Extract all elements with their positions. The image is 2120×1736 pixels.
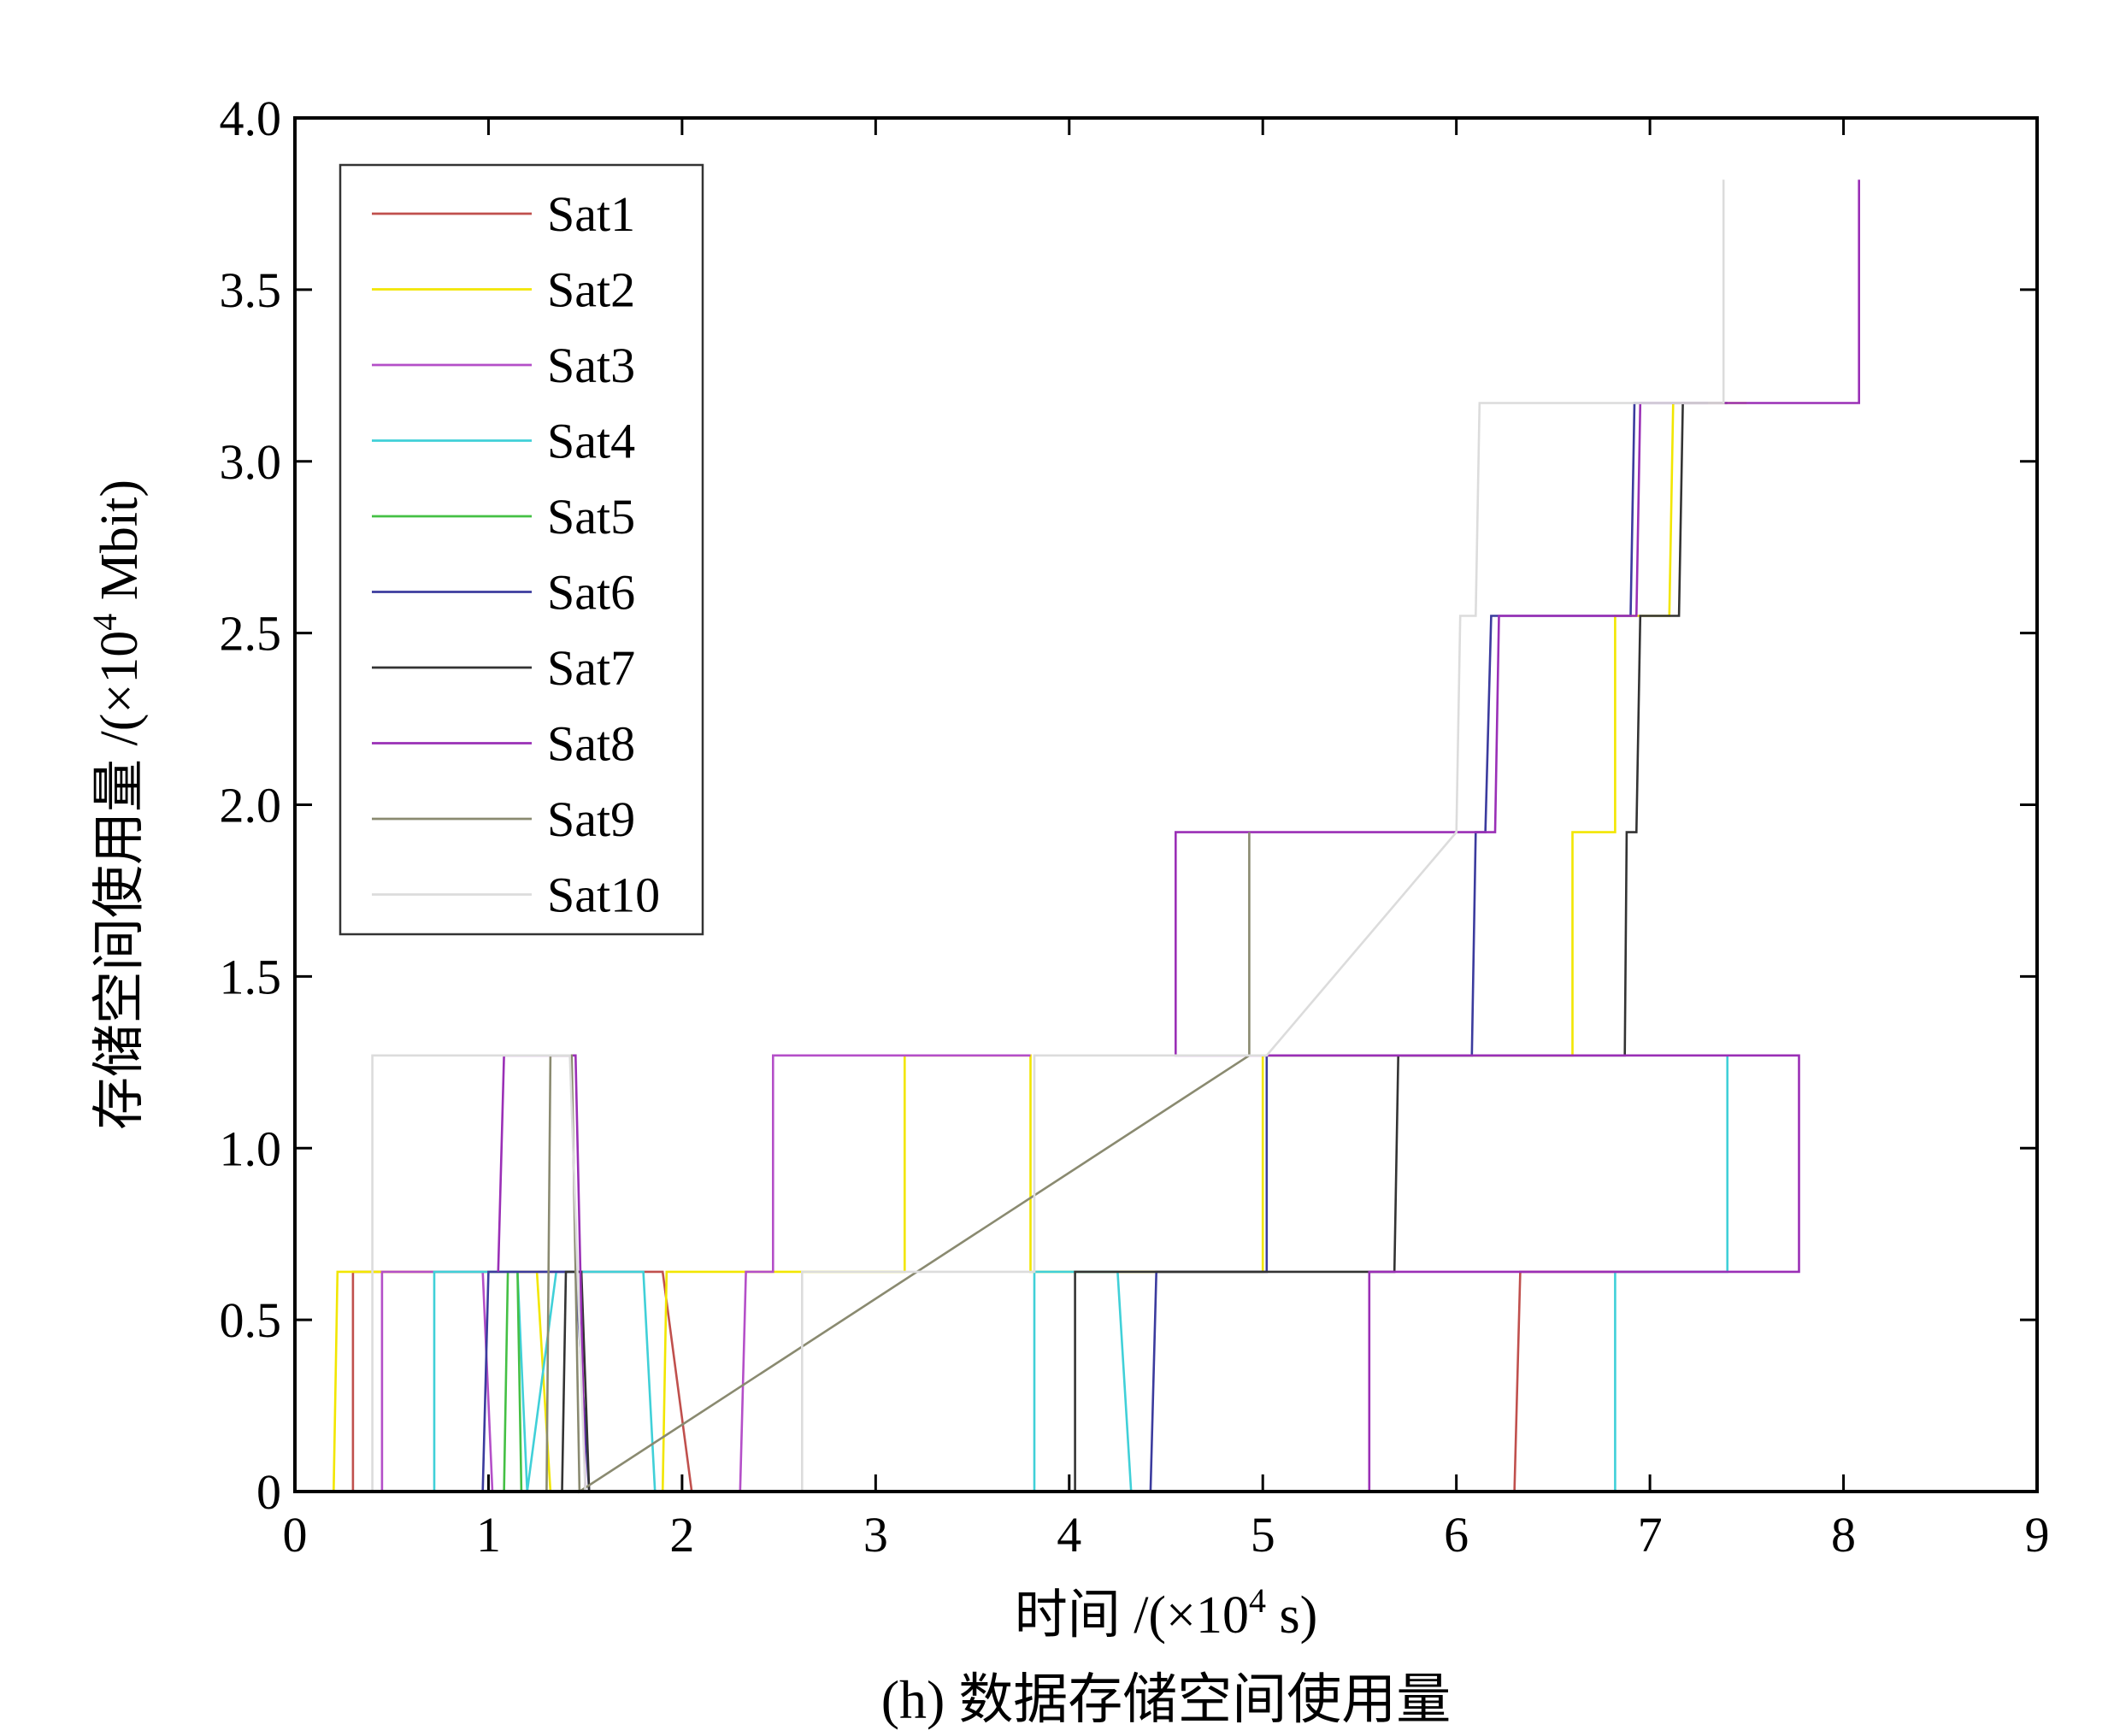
- legend-label: Sat10: [547, 868, 660, 923]
- series-line-sat5: [503, 1270, 523, 1492]
- x-tick-label: 8: [1831, 1507, 1856, 1562]
- x-tick-label: 6: [1444, 1507, 1469, 1562]
- y-tick-label: 0.5: [220, 1292, 282, 1348]
- y-tick-label: 0: [256, 1464, 281, 1520]
- y-axis: 0 0.5 1.0 1.5 2.0 2.5 3.0 3.5 4.0: [220, 91, 2037, 1520]
- y-tick-label: 3.5: [220, 262, 282, 318]
- legend-label: Sat7: [547, 640, 635, 696]
- x-tick-label: 1: [476, 1507, 501, 1562]
- legend-item-sat3: Sat3: [372, 338, 635, 393]
- legend-item-sat1: Sat1: [372, 186, 635, 242]
- legend-label: Sat8: [547, 716, 635, 772]
- legend-label: Sat6: [547, 565, 635, 621]
- legend-item-sat10: Sat10: [372, 868, 660, 923]
- y-tick-label: 3.0: [220, 434, 282, 490]
- legend-label: Sat3: [547, 338, 635, 393]
- series-line-sat10: [371, 179, 1725, 1493]
- legend-item-sat6: Sat6: [372, 565, 635, 621]
- x-tick-label: 4: [1057, 1507, 1081, 1562]
- legend-item-sat9: Sat9: [372, 791, 635, 847]
- legend-item-sat8: Sat8: [372, 716, 635, 772]
- figure-caption: (h) 数据存储空间使用量: [881, 1669, 1452, 1730]
- legend-item-sat4: Sat4: [372, 414, 635, 469]
- legend-label: Sat2: [547, 262, 635, 318]
- series-line-sat9: [545, 832, 1251, 1494]
- y-tick-label: 2.0: [220, 778, 282, 833]
- x-tick-label: 3: [863, 1507, 888, 1562]
- legend-box: [339, 163, 704, 936]
- legend: Sat1 Sat2 Sat3 Sat4 Sat5 Sat6 Sat7 Sat8 Sat9 Sat1…: [339, 163, 704, 936]
- y-tick-label: 2.5: [220, 606, 282, 662]
- x-tick-label: 2: [669, 1507, 694, 1562]
- x-tick-label: 9: [2025, 1507, 2050, 1562]
- x-tick-label: 5: [1251, 1507, 1275, 1562]
- legend-label: Sat1: [547, 186, 635, 242]
- x-tick-label: 0: [283, 1507, 308, 1562]
- legend-label: Sat4: [547, 414, 635, 469]
- x-axis: 0 1 2 3 4 5 6 7 8 9: [283, 118, 2050, 1562]
- x-axis-label: 时间 /(×104 s): [1015, 1581, 1318, 1645]
- y-tick-label: 1.5: [220, 949, 282, 1004]
- series-line-sat4: [433, 1055, 1728, 1493]
- y-tick-label: 1.0: [220, 1121, 282, 1176]
- y-tick-label: 4.0: [220, 91, 282, 146]
- y-axis-label: 存储空间使用量 /(×104 Mbit): [85, 480, 149, 1130]
- legend-label: Sat9: [547, 791, 635, 847]
- legend-item-sat7: Sat7: [372, 640, 635, 696]
- x-tick-label: 7: [1638, 1507, 1663, 1562]
- legend-item-sat2: Sat2: [372, 262, 635, 318]
- series-line-sat3: [380, 1054, 1031, 1493]
- series-line-sat7: [561, 402, 1728, 1493]
- legend-item-sat5: Sat5: [372, 489, 635, 544]
- legend-label: Sat5: [547, 489, 635, 544]
